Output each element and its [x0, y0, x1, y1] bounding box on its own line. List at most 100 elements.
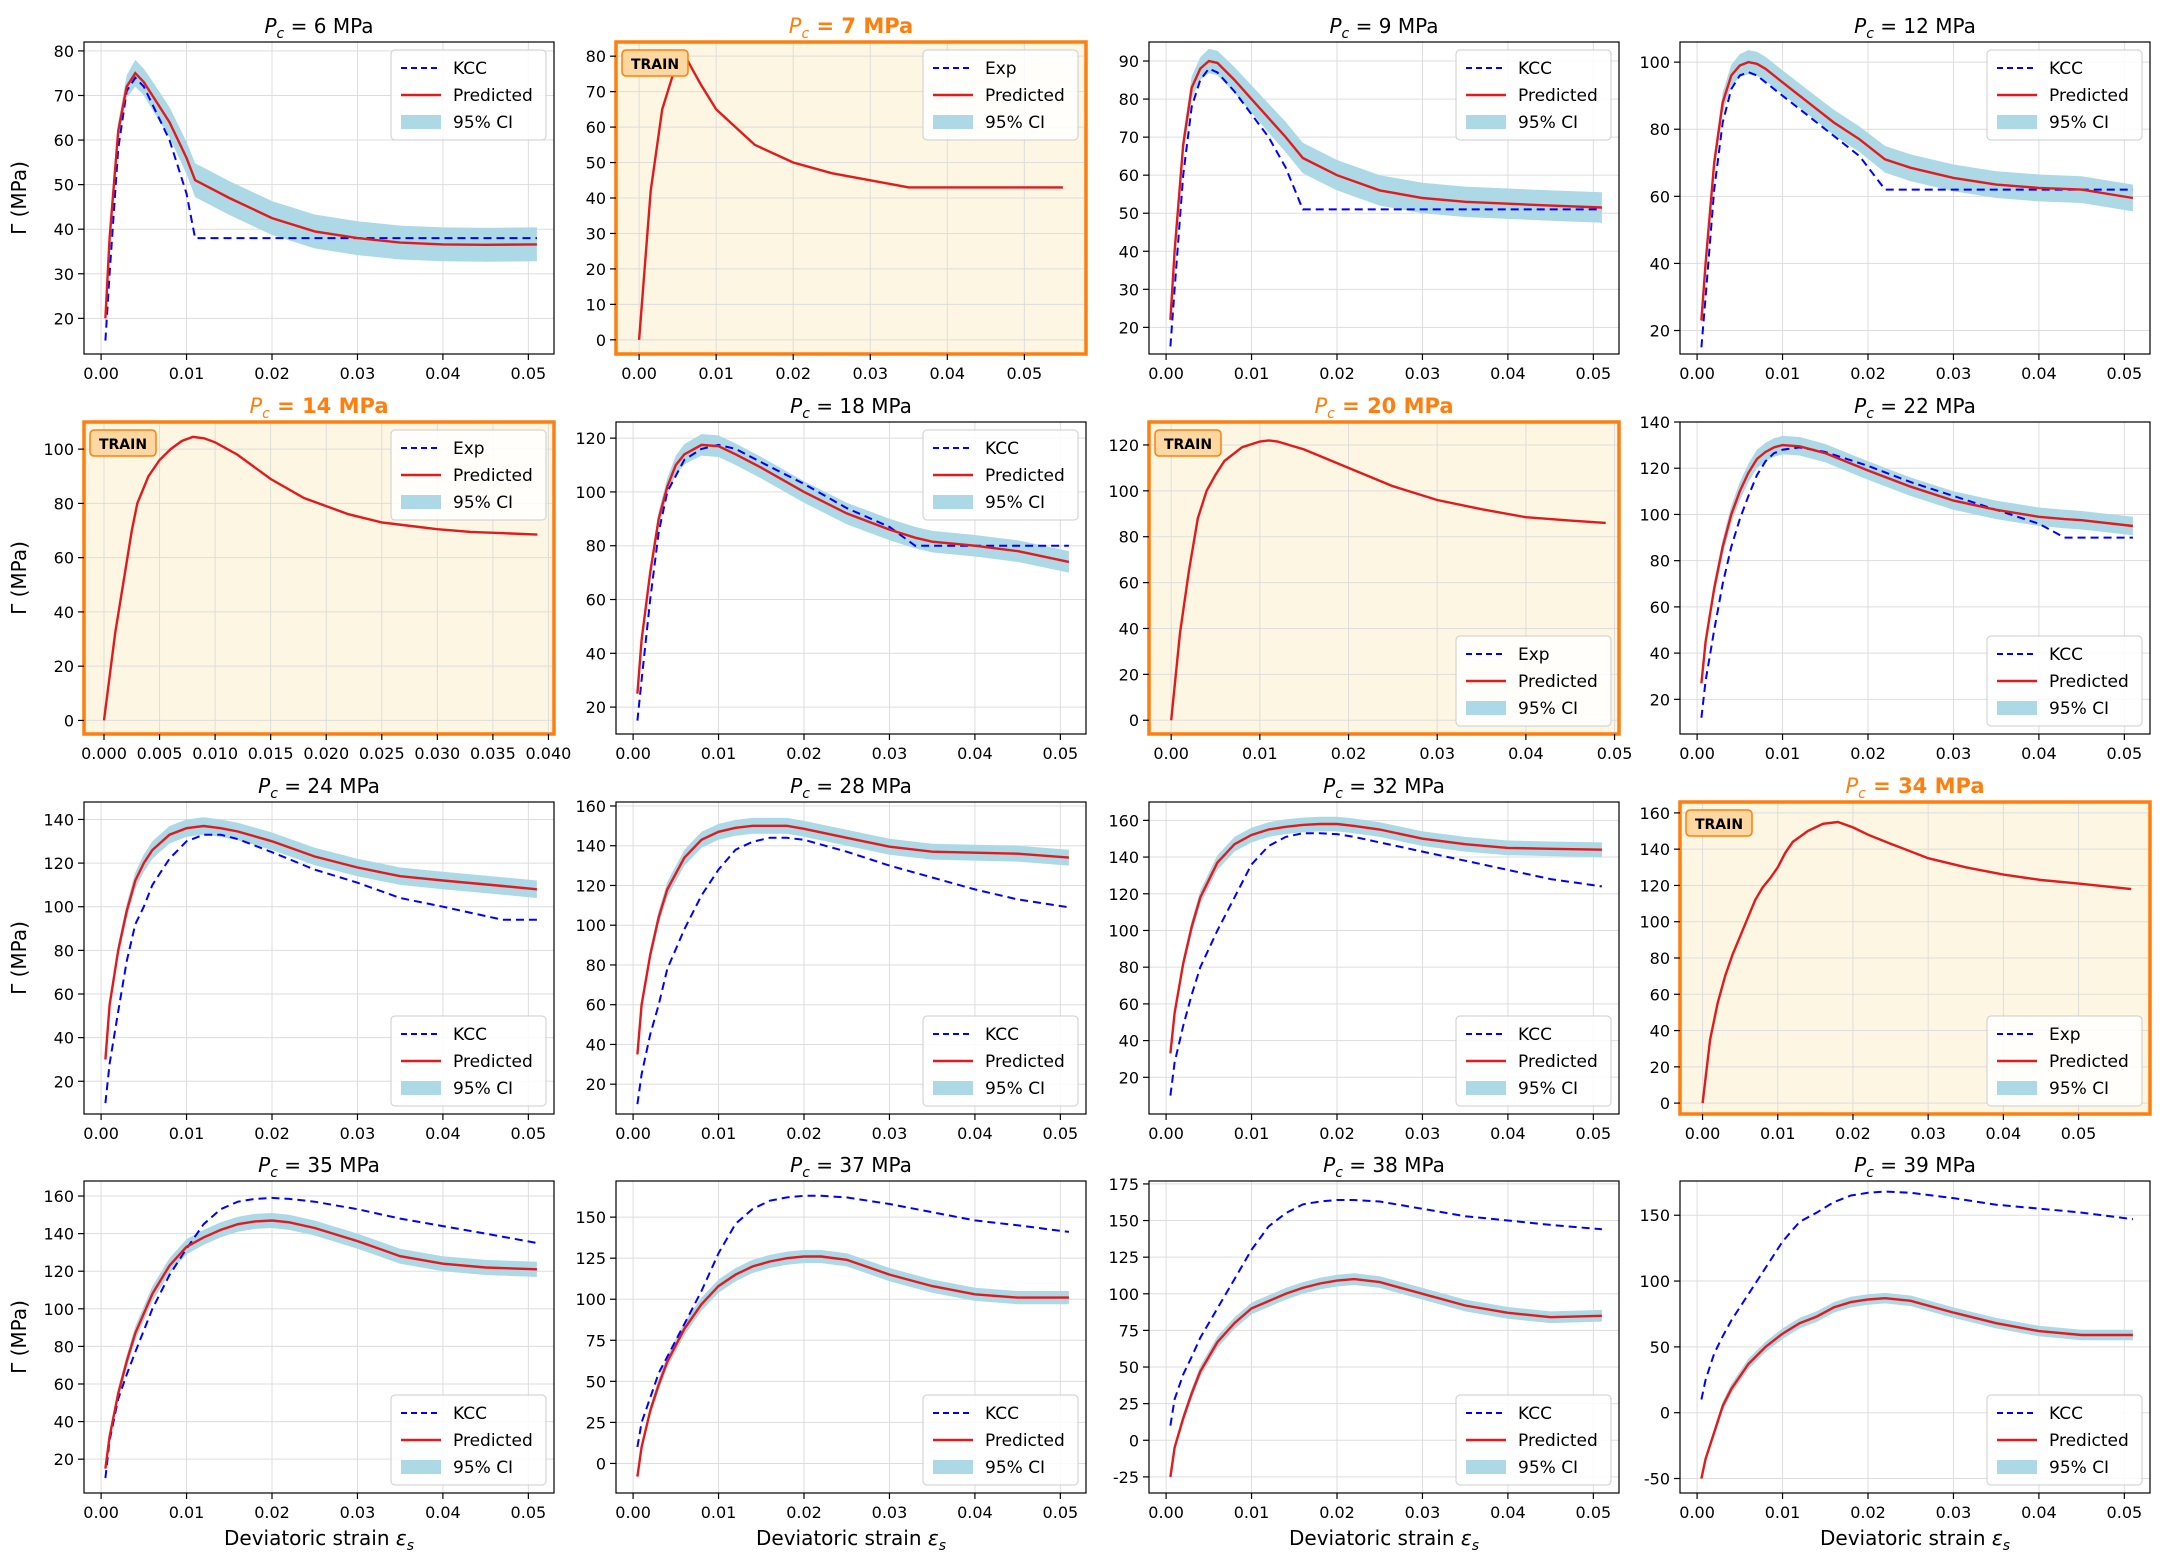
y-tick-label: 80: [1650, 120, 1670, 139]
x-tick-label: 0.000: [81, 744, 127, 763]
y-tick-label: 120: [43, 854, 74, 873]
y-tick-label: -50: [1644, 1470, 1670, 1489]
legend-label: Predicted: [2049, 1052, 2129, 1072]
y-tick-label: 100: [1639, 1272, 1670, 1291]
y-tick-label: 100: [575, 483, 606, 502]
x-tick-label: 0.01: [169, 1124, 205, 1143]
x-label-text: Deviatoric strain: [1289, 1526, 1455, 1550]
x-tick-label: 0.03: [852, 364, 888, 383]
y-tick-label: 100: [575, 1290, 606, 1309]
legend-label: Predicted: [985, 86, 1065, 106]
title-subscript: c: [802, 1165, 810, 1181]
subplot-title: Pc = 35 MPa: [258, 1153, 380, 1181]
y-tick-label: 70: [1119, 128, 1139, 147]
title-symbol: P: [264, 14, 277, 38]
legend-swatch-ci: [1466, 701, 1506, 715]
title-eq: =: [278, 1153, 307, 1177]
title-subscript: c: [270, 1165, 278, 1181]
subplot-pc-18: 0.00 0.01 0.02 0.03 0.04 0.05 20 40 60 80 100 120 Pc…: [575, 394, 1087, 763]
y-tick-label: 120: [575, 429, 606, 448]
subplot-title: Pc = 39 MPa: [1854, 1153, 1976, 1181]
subplot-pc-9: 0.00 0.01 0.02 0.03 0.04 0.05 20 30 40 50 60 70 80 90…: [1119, 14, 1620, 383]
x-tick-label: 0.01: [169, 1503, 205, 1522]
legend-swatch-ci: [1466, 115, 1506, 129]
x-tick-label: 0.02: [786, 1503, 822, 1522]
x-tick-label: 0.00: [83, 1124, 119, 1143]
y-tick-label: 100: [1639, 505, 1670, 524]
legend-label: KCC: [453, 1404, 487, 1424]
title-subscript: c: [1335, 786, 1343, 802]
x-tick-label: 0.04: [425, 1124, 461, 1143]
y-tick-label: 40: [1650, 254, 1670, 273]
title-eq: =: [1343, 1153, 1372, 1177]
legend-swatch-ci: [933, 115, 973, 129]
y-tick-label: 80: [54, 1337, 74, 1356]
x-tick-label: 0.05: [511, 1124, 547, 1143]
y-tick-label: 60: [586, 591, 606, 610]
ci-band: [1701, 435, 2133, 688]
x-tick-label: 0.03: [340, 364, 376, 383]
series-predicted-line: [104, 71, 537, 319]
plot-frame: [1148, 41, 1620, 355]
x-tick-label: 0.020: [303, 744, 349, 763]
y-tick-label: 40: [54, 1029, 74, 1048]
legend: Exp Predicted 95% CI: [922, 49, 1079, 141]
subplot-pc-35: 0.00 0.01 0.02 0.03 0.04 0.05 20 40 60 80 100 120 14…: [7, 1153, 555, 1554]
title-symbol: P: [1323, 1153, 1336, 1177]
x-tick-label: 0.02: [1319, 1503, 1355, 1522]
x-tick-label: 0.00: [1679, 364, 1715, 383]
x-axis-label: Deviatoric strain εs: [224, 1526, 414, 1554]
x-tick-label: 0.02: [786, 744, 822, 763]
y-tick-label: 140: [575, 837, 606, 856]
x-tick-label: 0.03: [1405, 1503, 1441, 1522]
subplot-pc-7: 0.00 0.01 0.02 0.03 0.04 0.05 0 10 20 30 40 50 60 70 8…: [586, 14, 1088, 383]
legend: KCC Predicted 95% CI: [922, 1394, 1079, 1486]
y-tick-label: 0: [64, 711, 74, 730]
y-tick-label: 80: [54, 941, 74, 960]
x-tick-label: 0.03: [872, 1124, 908, 1143]
title-eq: =: [284, 14, 313, 38]
x-tick-label: 0.01: [169, 364, 205, 383]
x-tick-label: 0.01: [701, 744, 737, 763]
x-label-subscript: s: [939, 1538, 946, 1554]
legend-swatch-ci: [1997, 1081, 2037, 1095]
subplot-pc-34: 0.00 0.01 0.02 0.03 0.04 0.05 0 20 40 60 80 100 120 1…: [1639, 774, 2152, 1143]
y-tick-label: 160: [1108, 811, 1139, 830]
y-tick-label: 60: [1119, 574, 1139, 593]
x-tick-label: 0.03: [1910, 1124, 1946, 1143]
y-tick-label: 20: [54, 1450, 74, 1469]
title-subscript: c: [801, 26, 809, 42]
x-tick-label: 0.01: [701, 1503, 737, 1522]
plot-frame: [1679, 421, 2151, 735]
y-tick-label: 140: [43, 810, 74, 829]
x-tick-label: 0.04: [1490, 1124, 1526, 1143]
legend-label: 95% CI: [453, 1079, 513, 1099]
title-unit: MPa: [1404, 1153, 1445, 1177]
x-tick-label: 0.00: [83, 1503, 119, 1522]
title-symbol: P: [790, 1153, 803, 1177]
x-tick-label: 0.02: [775, 364, 811, 383]
y-tick-label: 40: [586, 189, 606, 208]
x-tick-label: 0.02: [1850, 744, 1886, 763]
title-unit: MPa: [863, 14, 913, 38]
x-tick-label: 0.03: [1405, 1124, 1441, 1143]
y-tick-label: 80: [586, 537, 606, 556]
legend-label: KCC: [1518, 1025, 1552, 1045]
train-badge: [89, 429, 157, 457]
y-tick-label: 80: [1650, 552, 1670, 571]
legend-label: 95% CI: [1518, 113, 1578, 133]
y-tick-label: 25: [1119, 1395, 1139, 1414]
x-tick-label: 0.04: [1490, 1503, 1526, 1522]
legend-label: KCC: [2049, 59, 2083, 79]
title-space: [331, 394, 338, 418]
title-pc-value: 9: [1379, 14, 1392, 38]
y-tick-label: 50: [586, 154, 606, 173]
title-symbol: P: [249, 394, 262, 418]
y-tick-label: 120: [1108, 436, 1139, 455]
title-symbol: P: [1323, 774, 1336, 798]
y-tick-label: 140: [1108, 848, 1139, 867]
subplot-title: Pc = 9 MPa: [1329, 14, 1438, 42]
x-tick-label: 0.01: [1234, 1124, 1270, 1143]
title-subscript: c: [1866, 1165, 1874, 1181]
x-tick-label: 0.05: [2107, 744, 2143, 763]
